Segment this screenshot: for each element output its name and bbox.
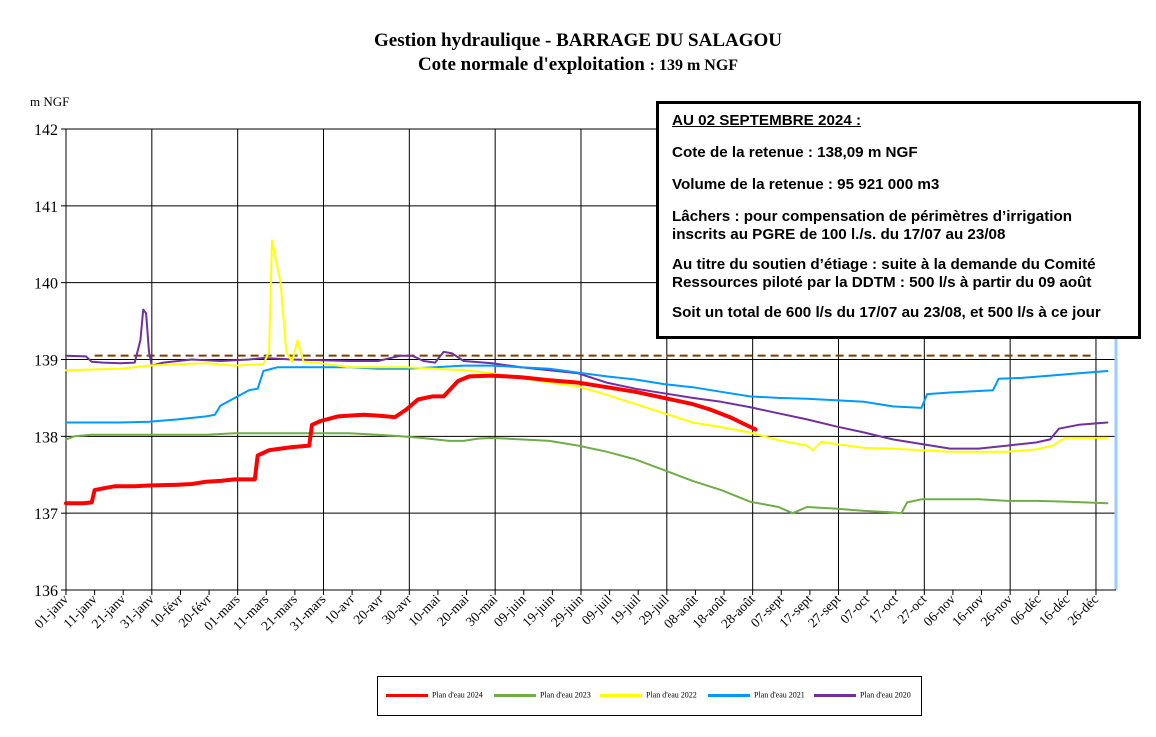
y-tick-label: 142 — [34, 122, 58, 139]
legend-label: Plan d'eau 2023 — [540, 690, 591, 700]
info-volume: Volume de la retenue : 95 921 000 m3 — [672, 176, 940, 193]
x-tick-label: 19-juil — [607, 591, 643, 627]
x-tick-label: 26-déc — [1065, 592, 1102, 629]
y-tick-label: 138 — [34, 429, 58, 446]
y-tick-label: 136 — [34, 583, 58, 600]
y-tick-label: 140 — [34, 276, 58, 293]
legend-item: Plan d'eau 2020 — [814, 690, 911, 702]
x-tick-label: 17-oct — [866, 591, 901, 626]
series-line-2021 — [65, 364, 1109, 424]
legend-swatch — [814, 693, 856, 697]
info-box: AU 02 SEPTEMBRE 2024 : Cote de la retenu… — [656, 101, 1141, 339]
legend-label: Plan d'eau 2021 — [754, 690, 805, 700]
legend-swatch — [386, 693, 428, 697]
legend-label: Plan d'eau 2022 — [646, 690, 697, 700]
x-tick-label: 10-avr — [322, 591, 358, 627]
x-tick-label: 07-oct — [837, 591, 872, 626]
chart-legend: Plan d'eau 2024 Plan d'eau 2023 Plan d'e… — [377, 676, 922, 716]
chart-subtitle: Cote normale d'exploitation : 139 m NGF — [0, 54, 1156, 77]
legend-label: Plan d'eau 2020 — [860, 690, 911, 700]
legend-swatch — [494, 693, 536, 697]
legend-swatch — [600, 693, 642, 697]
y-tick-label: 139 — [34, 353, 58, 370]
info-total: Soit un total de 600 l/s du 17/07 au 23/… — [672, 304, 1101, 321]
x-tick-label: 09-juil — [579, 591, 615, 627]
y-tick-label: 141 — [34, 199, 58, 216]
legend-item: Plan d'eau 2021 — [708, 690, 805, 702]
info-soutien-line2: Ressources piloté par la DDTM : 500 l/s … — [672, 274, 1092, 291]
legend-item: Plan d'eau 2022 — [600, 690, 697, 702]
x-tick-label: 27-sept — [805, 591, 844, 630]
legend-swatch — [708, 693, 750, 697]
info-lachers-line2: inscrits au PGRE de 100 l./s. du 17/07 a… — [672, 226, 1006, 243]
legend-item: Plan d'eau 2023 — [494, 690, 591, 702]
info-heading: AU 02 SEPTEMBRE 2024 : — [672, 112, 862, 129]
series-line-2023 — [65, 432, 1109, 515]
subtitle-value: : 139 m NGF — [649, 57, 739, 74]
chart-title: Gestion hydraulique - BARRAGE DU SALAGOU — [373, 30, 783, 51]
x-tick-label: 26-nov — [978, 591, 1016, 629]
series-line-2024 — [64, 373, 758, 506]
legend-item: Plan d'eau 2024 — [386, 690, 483, 702]
x-tick-label: 20-avr — [350, 591, 386, 627]
x-tick-label: 29-juin — [548, 591, 586, 629]
legend-label: Plan d'eau 2024 — [432, 690, 483, 700]
info-lachers-line1: Lâchers : pour compensation de périmètre… — [672, 208, 1073, 225]
subtitle-main: Cote normale d'exploitation — [417, 54, 645, 75]
info-soutien: Au titre du soutien d’étiage : suite à l… — [672, 256, 1128, 292]
y-tick-label: 137 — [34, 506, 58, 523]
info-soutien-line1: Au titre du soutien d’étiage : suite à l… — [672, 256, 1096, 273]
y-axis-label: m NGF — [30, 94, 69, 109]
info-lachers: Lâchers : pour compensation de périmètre… — [672, 208, 1128, 244]
x-tick-label: 16-déc — [1036, 592, 1073, 629]
series-line-2020 — [65, 308, 1109, 450]
x-tick-label: 06-déc — [1007, 592, 1044, 629]
info-cote: Cote de la retenue : 138,09 m NGF — [672, 144, 918, 161]
